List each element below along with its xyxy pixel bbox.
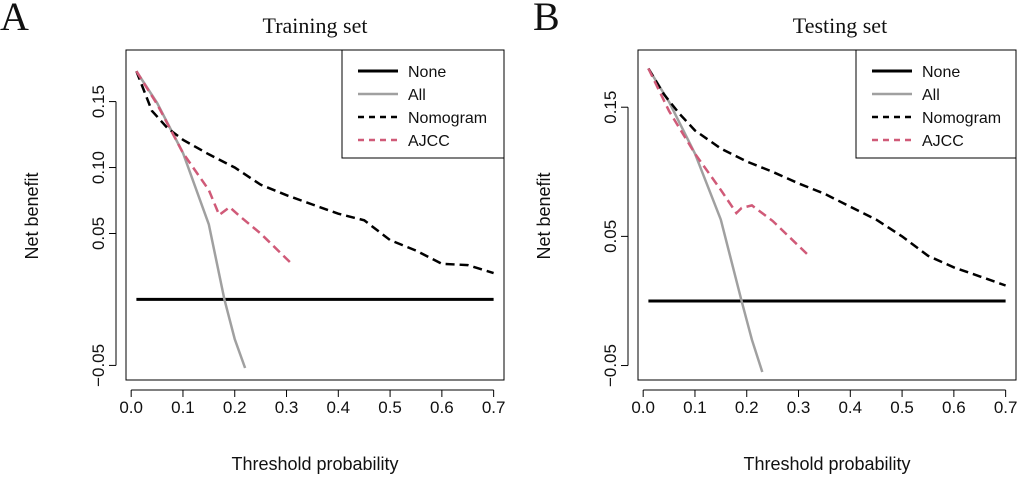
x-tick-label: 0.3 <box>275 398 299 417</box>
legend-label-all: All <box>408 87 426 104</box>
legend-label-ajcc: AJCC <box>922 133 964 150</box>
x-tick-label: 0.1 <box>683 398 707 417</box>
x-tick-label: 0.6 <box>430 398 454 417</box>
y-tick-label: 0.15 <box>89 85 108 118</box>
x-axis-label: Threshold probability <box>231 454 398 474</box>
series-line-nomogram <box>647 67 1007 287</box>
chart-title: Training set <box>263 13 368 38</box>
series-line-ajcc <box>647 67 810 257</box>
y-tick-label: 0.10 <box>89 151 108 184</box>
series-line-all <box>647 67 764 373</box>
legend-label-none: None <box>922 64 960 81</box>
y-axis-label: Net benefit <box>22 172 42 259</box>
legend: None All Nomogram AJCC <box>341 49 505 159</box>
series-line-nomogram <box>135 70 494 275</box>
x-tick-label: 0.3 <box>787 398 811 417</box>
x-axis: 0.0 0.1 0.2 0.3 0.4 0.5 0.6 0.7 Threshold probab… <box>631 389 1018 474</box>
legend-box <box>855 49 1017 159</box>
legend: None All Nomogram AJCC <box>855 49 1017 159</box>
chart-panel-a: A Training set 0.0 0.1 0.2 0.3 0.4 0.5 0.6 0.7 Thr… <box>0 0 505 474</box>
x-tick-label: 0.1 <box>171 398 195 417</box>
x-tick-label: 0.2 <box>735 398 759 417</box>
y-tick-label: 0.15 <box>601 91 620 124</box>
x-axis: 0.0 0.1 0.2 0.3 0.4 0.5 0.6 0.7 Threshold probab… <box>119 389 506 474</box>
y-axis: −0.05 0.05 0.15 Net benefit <box>534 91 629 387</box>
plot-frame <box>637 49 1017 381</box>
legend-label-nomogram: Nomogram <box>408 110 487 127</box>
y-axis-label: Net benefit <box>534 172 554 259</box>
panel-label: B <box>533 0 560 39</box>
y-tick-label: −0.05 <box>89 344 108 387</box>
plot-frame <box>125 49 505 381</box>
y-tick-label: 0.05 <box>601 220 620 253</box>
legend-label-ajcc: AJCC <box>408 133 450 150</box>
y-tick-label: 0.05 <box>89 217 108 250</box>
x-tick-label: 0.5 <box>890 398 914 417</box>
x-tick-label: 0.6 <box>942 398 966 417</box>
x-tick-label: 0.4 <box>838 398 862 417</box>
x-axis-label: Threshold probability <box>743 454 910 474</box>
legend-label-none: None <box>408 64 446 81</box>
x-tick-label: 0.7 <box>482 398 506 417</box>
x-tick-label: 0.4 <box>326 398 350 417</box>
x-tick-label: 0.7 <box>994 398 1018 417</box>
x-tick-label: 0.2 <box>223 398 247 417</box>
x-tick-label: 0.5 <box>378 398 402 417</box>
y-axis: −0.05 0.05 0.10 0.15 Net benefit <box>22 85 117 387</box>
chart-title: Testing set <box>793 13 887 38</box>
x-tick-label: 0.0 <box>119 398 143 417</box>
y-tick-label: −0.05 <box>601 344 620 387</box>
legend-label-all: All <box>922 87 940 104</box>
series-line-ajcc <box>135 70 293 265</box>
panel-label: A <box>0 0 29 39</box>
chart-panel-b: B Testing set 0.0 0.1 0.2 0.3 0.4 0.5 0.6 0.7 Thre… <box>533 0 1017 474</box>
series-line-all <box>135 70 247 369</box>
x-tick-label: 0.0 <box>631 398 655 417</box>
legend-label-nomogram: Nomogram <box>922 110 1001 127</box>
